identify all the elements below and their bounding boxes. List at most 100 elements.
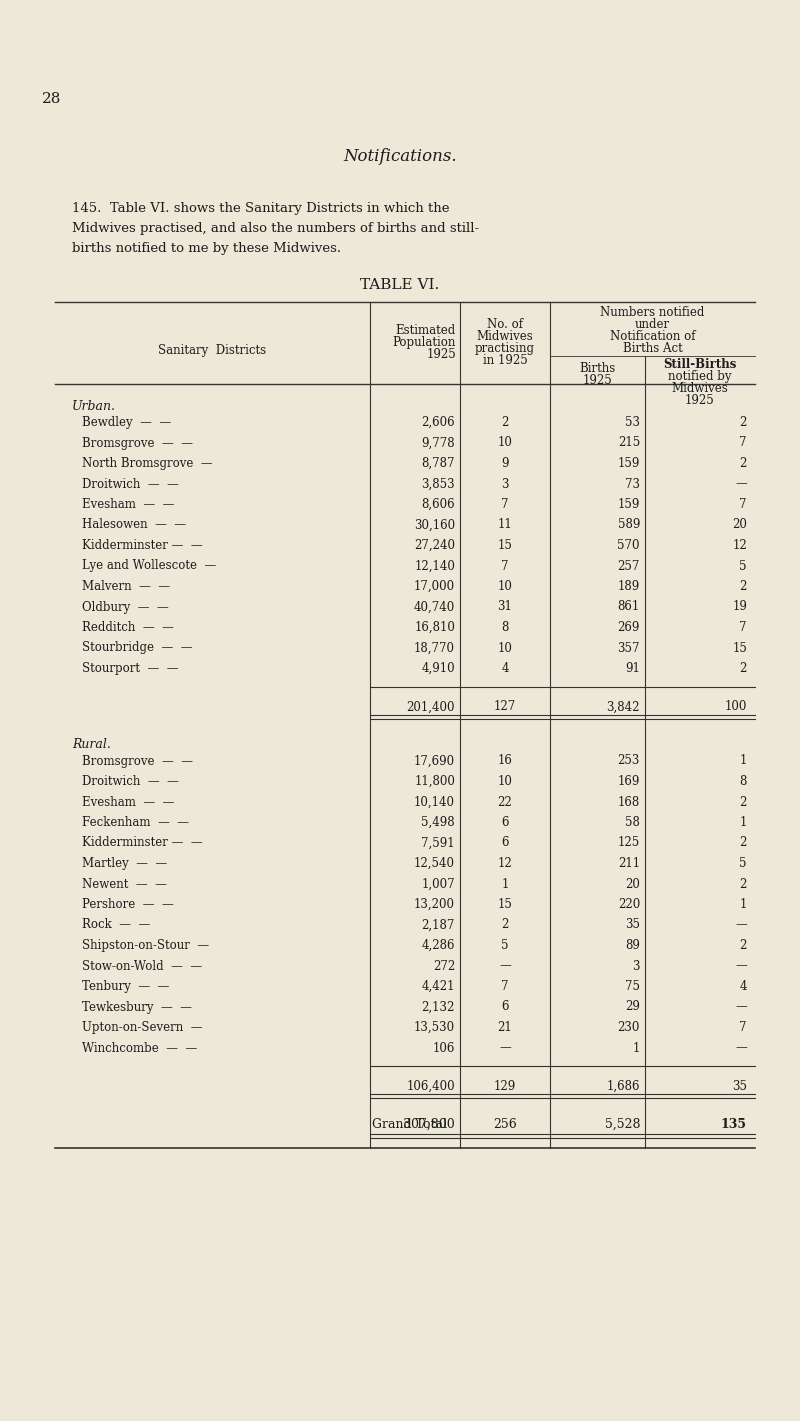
Text: Urban.: Urban.: [72, 399, 116, 414]
Text: 159: 159: [618, 458, 640, 470]
Text: 89: 89: [625, 939, 640, 952]
Text: 16: 16: [498, 755, 513, 767]
Text: 40,740: 40,740: [414, 601, 455, 614]
Text: 22: 22: [498, 796, 512, 809]
Text: 1: 1: [740, 898, 747, 911]
Text: —: —: [735, 1000, 747, 1013]
Text: 53: 53: [625, 416, 640, 429]
Text: 2,606: 2,606: [422, 416, 455, 429]
Text: 106,400: 106,400: [406, 1080, 455, 1093]
Text: 12,140: 12,140: [414, 560, 455, 573]
Text: Malvern  —  —: Malvern — —: [82, 580, 170, 593]
Text: 257: 257: [618, 560, 640, 573]
Text: Lye and Wollescote  —: Lye and Wollescote —: [82, 560, 216, 573]
Text: 7,591: 7,591: [422, 837, 455, 850]
Text: 1925: 1925: [582, 374, 612, 387]
Text: 169: 169: [618, 774, 640, 789]
Text: 1: 1: [740, 755, 747, 767]
Text: 8,606: 8,606: [422, 497, 455, 512]
Text: 201,400: 201,400: [406, 701, 455, 713]
Text: North Bromsgrove  —: North Bromsgrove —: [82, 458, 213, 470]
Text: Notification of: Notification of: [610, 330, 695, 342]
Text: 12: 12: [498, 857, 512, 870]
Text: 3: 3: [633, 959, 640, 972]
Text: 7: 7: [502, 980, 509, 993]
Text: 3,853: 3,853: [422, 477, 455, 490]
Text: 1: 1: [633, 1042, 640, 1054]
Text: 11,800: 11,800: [414, 774, 455, 789]
Text: 2: 2: [740, 939, 747, 952]
Text: 15: 15: [498, 898, 513, 911]
Text: Sanitary  Districts: Sanitary Districts: [158, 344, 266, 357]
Text: Droitwich  —  —: Droitwich — —: [82, 477, 179, 490]
Text: 6: 6: [502, 837, 509, 850]
Text: 2: 2: [740, 837, 747, 850]
Text: Tenbury  —  —: Tenbury — —: [82, 980, 170, 993]
Text: Shipston-on-Stour  —: Shipston-on-Stour —: [82, 939, 209, 952]
Text: Stourbridge  —  —: Stourbridge — —: [82, 641, 193, 655]
Text: 1: 1: [740, 816, 747, 828]
Text: 230: 230: [618, 1022, 640, 1034]
Text: 91: 91: [625, 662, 640, 675]
Text: Stourport  —  —: Stourport — —: [82, 662, 178, 675]
Text: 5,528: 5,528: [605, 1118, 640, 1131]
Text: 307,800: 307,800: [403, 1118, 455, 1131]
Text: 2: 2: [740, 580, 747, 593]
Text: Feckenham  —  —: Feckenham — —: [82, 816, 189, 828]
Text: 125: 125: [618, 837, 640, 850]
Text: 16,810: 16,810: [414, 621, 455, 634]
Text: 5: 5: [739, 560, 747, 573]
Text: 21: 21: [498, 1022, 512, 1034]
Text: 12: 12: [732, 539, 747, 551]
Text: Midwives: Midwives: [672, 382, 728, 395]
Text: 7: 7: [739, 1022, 747, 1034]
Text: 10: 10: [498, 436, 513, 449]
Text: 2: 2: [502, 416, 509, 429]
Text: Winchcombe  —  —: Winchcombe — —: [82, 1042, 198, 1054]
Text: 272: 272: [433, 959, 455, 972]
Text: Bewdley  —  —: Bewdley — —: [82, 416, 171, 429]
Text: 7: 7: [502, 560, 509, 573]
Text: Droitwich  —  —: Droitwich — —: [82, 774, 179, 789]
Text: 15: 15: [498, 539, 513, 551]
Text: 7: 7: [502, 497, 509, 512]
Text: 2: 2: [740, 796, 747, 809]
Text: 8: 8: [740, 774, 747, 789]
Text: TABLE VI.: TABLE VI.: [360, 279, 440, 291]
Text: Estimated: Estimated: [396, 324, 456, 337]
Text: practising: practising: [475, 342, 535, 355]
Text: Bromsgrove  —  —: Bromsgrove — —: [82, 436, 193, 449]
Text: 2,132: 2,132: [422, 1000, 455, 1013]
Text: Evesham  —  —: Evesham — —: [82, 497, 174, 512]
Text: 1,007: 1,007: [422, 878, 455, 891]
Text: 189: 189: [618, 580, 640, 593]
Text: 10: 10: [498, 774, 513, 789]
Text: Rural.: Rural.: [72, 739, 111, 752]
Text: Still-Births: Still-Births: [663, 358, 737, 371]
Text: 19: 19: [732, 601, 747, 614]
Text: Evesham  —  —: Evesham — —: [82, 796, 174, 809]
Text: —: —: [735, 959, 747, 972]
Text: 10: 10: [498, 641, 513, 655]
Text: 4,421: 4,421: [422, 980, 455, 993]
Text: 2: 2: [740, 458, 747, 470]
Text: 9: 9: [502, 458, 509, 470]
Text: 2,187: 2,187: [422, 918, 455, 932]
Text: Births Act: Births Act: [622, 342, 682, 355]
Text: Newent  —  —: Newent — —: [82, 878, 167, 891]
Text: 4,286: 4,286: [422, 939, 455, 952]
Text: —: —: [499, 1042, 511, 1054]
Text: Kidderminster —  —: Kidderminster — —: [82, 539, 202, 551]
Text: Stow-on-Wold  —  —: Stow-on-Wold — —: [82, 959, 202, 972]
Text: 4,910: 4,910: [422, 662, 455, 675]
Text: 6: 6: [502, 816, 509, 828]
Text: 8,787: 8,787: [422, 458, 455, 470]
Text: 10,140: 10,140: [414, 796, 455, 809]
Text: 2: 2: [740, 878, 747, 891]
Text: 28: 28: [42, 92, 62, 107]
Text: 17,690: 17,690: [414, 755, 455, 767]
Text: Martley  —  —: Martley — —: [82, 857, 167, 870]
Text: 6: 6: [502, 1000, 509, 1013]
Text: under: under: [635, 318, 670, 331]
Text: 75: 75: [625, 980, 640, 993]
